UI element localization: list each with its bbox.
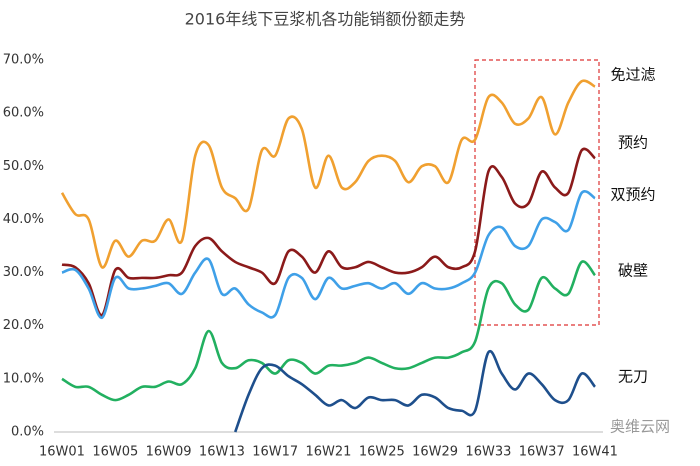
- series-line: [61, 147, 596, 317]
- x-tick-label: 16W13: [199, 445, 245, 460]
- x-tick-label: 16W21: [306, 445, 352, 460]
- x-tick-label: 16W01: [39, 445, 85, 460]
- y-tick-label: 30.0%: [3, 265, 44, 280]
- y-tick-label: 10.0%: [3, 371, 44, 386]
- y-tick-label: 0.0%: [11, 425, 44, 440]
- x-tick-label: 16W33: [465, 445, 511, 460]
- x-tick-label: 16W41: [572, 445, 618, 460]
- y-tick-label: 60.0%: [3, 106, 44, 121]
- y-tick-label: 40.0%: [3, 212, 44, 227]
- x-tick-label: 16W29: [412, 445, 458, 460]
- series-line: [60, 79, 596, 269]
- legend-label: 预约: [618, 134, 648, 152]
- y-tick-label: 20.0%: [3, 318, 44, 333]
- highlight-box: [474, 59, 600, 326]
- legend-label: 无刀: [618, 368, 648, 386]
- watermark: 奥维云网: [610, 418, 670, 436]
- x-tick-label: 16W09: [146, 445, 192, 460]
- x-tick-label: 16W37: [519, 445, 565, 460]
- legend-label: 双预约: [610, 186, 655, 204]
- series-line: [61, 190, 596, 320]
- x-tick-label: 16W17: [252, 445, 298, 460]
- legend-label: 破壁: [618, 262, 648, 280]
- legend-label: 免过滤: [610, 66, 655, 84]
- x-tick-label: 16W25: [359, 445, 405, 460]
- y-tick-label: 50.0%: [3, 159, 44, 174]
- series-line: [234, 349, 597, 433]
- series-line: [61, 260, 597, 402]
- chart-title: 2016年线下豆浆机各功能销额份额走势: [185, 10, 466, 29]
- x-tick-label: 16W05: [92, 445, 138, 460]
- y-tick-label: 70.0%: [3, 53, 44, 68]
